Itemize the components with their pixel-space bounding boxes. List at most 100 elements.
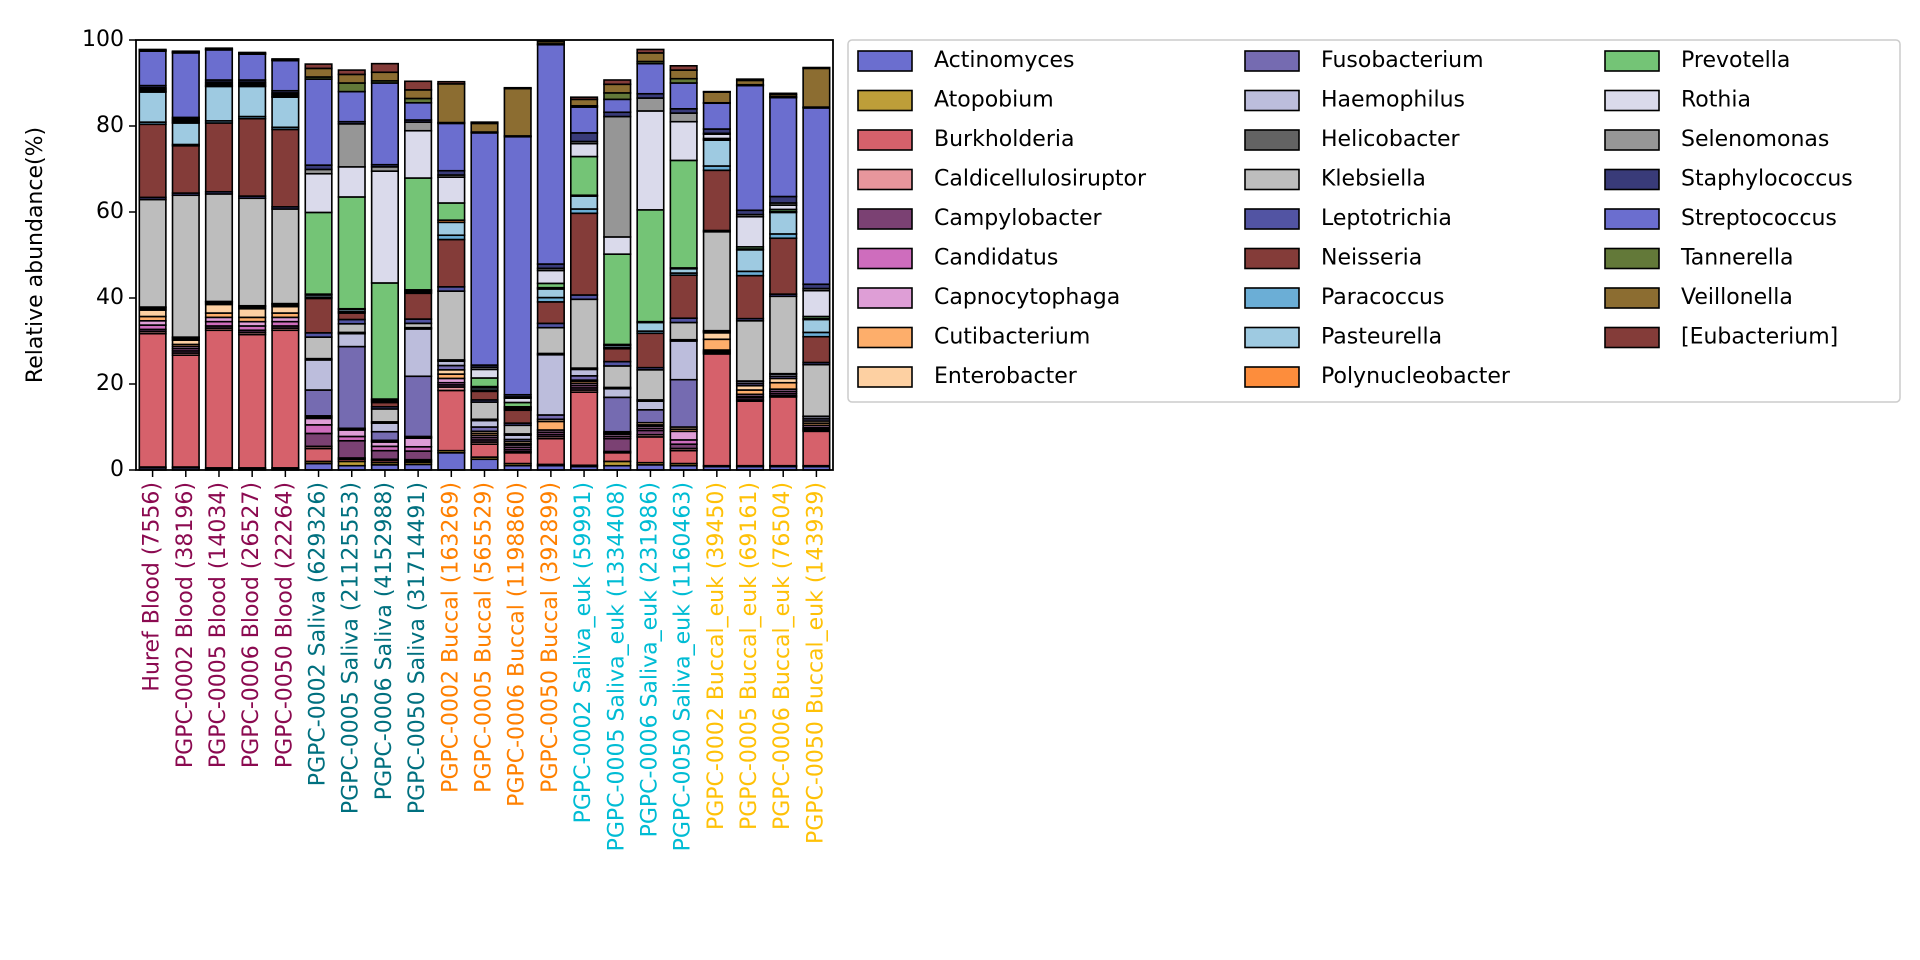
bar-segment [271,305,300,314]
bar-segment [603,347,632,363]
bar-segment [769,211,798,235]
legend-label: Haemophilus [1321,88,1465,113]
bar-segment [636,48,665,54]
legend-label: Tannerella [1680,246,1794,271]
bar-segment [238,117,267,197]
bar-segment [470,132,499,366]
bar-segment [536,301,565,325]
bar-segment [536,437,565,466]
bar-segment [636,400,665,411]
bar-segment [603,253,632,346]
legend-label: Paracoccus [1321,285,1444,310]
bar-segment [138,198,167,308]
legend-swatch [857,247,913,270]
plot-frame [135,39,834,471]
bar-segment [437,83,466,124]
bar-segment [470,443,499,458]
bar-segment [337,166,366,198]
bar-segment [503,424,532,435]
legend-swatch [1244,208,1300,230]
bar-segment [735,84,765,212]
bar-segment [569,155,599,197]
legend-swatch [1604,247,1660,270]
legend-swatch [857,326,913,349]
bar-segment [536,420,565,431]
bar-segment [769,92,798,96]
bar-segment [238,197,267,307]
bar-segment [636,52,665,63]
legend-label: Capnocytophaga [934,285,1120,310]
legend-label: Caldicellulosiruptor [934,167,1147,192]
bar-segment [669,112,698,123]
bar-segment [569,142,599,158]
bar-segment [569,212,599,296]
x-tick-label: PGPC-0005 Buccal_euk (69161) [737,482,762,830]
legend: Actinomyces Atopobium Burkholderia Caldicel… [847,39,1901,403]
bar-segment [569,391,599,467]
legend-label: Candidatus [934,246,1058,271]
bar-segment [636,369,665,401]
x-tick-label: PGPC-0050 Saliva_euk (1160463) [671,482,696,851]
x-tick-label: PGPC-0002 Saliva_euk (59991) [571,482,596,823]
bar-segment [636,436,665,464]
bar-segment [404,129,433,179]
bar-segment [569,298,599,369]
bars-layer [138,39,831,471]
legend-label: Selenomonas [1681,127,1829,152]
y-tick-label: 80 [96,113,124,138]
bar-segment [536,269,565,285]
bar-segment [437,238,466,288]
legend-swatch [857,50,913,72]
legend-label: Fusobacterium [1321,48,1484,73]
bar-segment [437,451,466,471]
x-tick-label: PGPC-0050 Blood (22264) [272,482,297,768]
bar-segment [536,326,565,355]
bar-segment [204,49,234,81]
bar-segment [437,290,466,361]
bar-segment [404,121,433,132]
bar-segment [769,381,798,390]
bar-segment [735,400,765,467]
bar-segment [370,408,399,423]
x-tick-label: PGPC-0005 Saliva_euk (1334408) [604,482,629,851]
legend-label: Prevotella [1681,48,1790,73]
x-tick-label: Huref Blood (7556) [140,482,165,692]
bar-segment [735,249,765,273]
x-tick-label: PGPC-0006 Buccal_euk (76504) [770,482,795,830]
bar-segment [702,91,731,104]
x-tick-label: PGPC-0006 Buccal (1198860) [505,482,530,807]
legend-label: Polynucleobacter [1321,364,1511,389]
bar-segment [603,396,632,433]
bar-segment [304,63,333,70]
bar-segment [404,375,433,438]
bar-segment [271,208,300,305]
bar-segment [404,450,433,461]
bar-segment [569,195,599,210]
bar-segment [503,135,532,396]
x-tick-label: PGPC-0050 Buccal_euk (143939) [803,482,828,844]
bar-segment [304,432,333,448]
legend-swatch [1244,366,1300,388]
legend-label: Veillonella [1681,285,1793,310]
x-tick-label: PGPC-0002 Buccal (163269) [438,482,463,793]
bar-segment [304,359,333,391]
bar-segment [271,59,300,92]
bar-segment [370,422,399,433]
bar-segment [669,321,698,341]
bar-segment [669,430,698,441]
bar-segment [769,396,798,467]
bar-segment [404,101,433,121]
bar-segment [204,85,234,122]
bar-segment [603,387,632,399]
legend-swatch [1604,326,1660,349]
bar-segment [337,322,366,334]
bar-segment [138,332,167,468]
legend-swatch [1244,89,1300,112]
x-tick-label: PGPC-0002 Buccal_euk (39450) [704,482,729,830]
bar-segment [404,292,433,320]
y-axis-label: Relative abundance(%) [23,127,48,383]
bar-segment [271,128,300,208]
bar-segment [337,345,366,430]
bar-segment [802,67,831,108]
y-tick-label: 0 [110,457,124,482]
